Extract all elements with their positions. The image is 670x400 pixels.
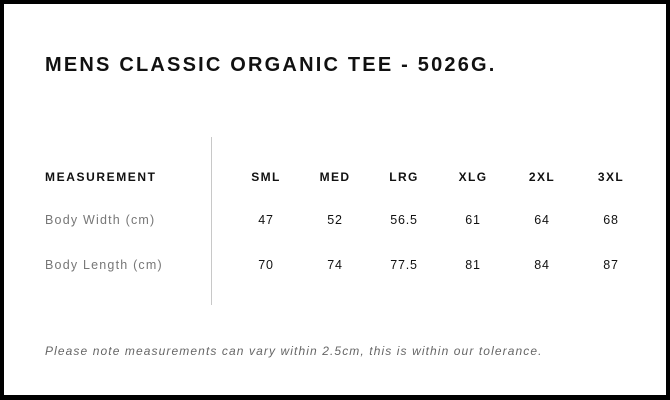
table-header-row: MEASUREMENT SML MED LRG XLG 2XL 3XL (4, 170, 666, 186)
table-row: Body Width (cm) 47 52 56.5 61 64 68 (4, 213, 666, 229)
table-cell: 52 (327, 213, 343, 227)
table-cell: 47 (258, 213, 274, 227)
size-header: LRG (389, 170, 419, 184)
row-label: Body Length (cm) (45, 258, 163, 272)
table-cell: 74 (327, 258, 343, 272)
size-header: XLG (458, 170, 488, 184)
size-header: MED (319, 170, 351, 184)
table-cell: 81 (465, 258, 481, 272)
table-cell: 87 (603, 258, 619, 272)
table-row: Body Length (cm) 70 74 77.5 81 84 87 (4, 258, 666, 274)
size-header: SML (251, 170, 281, 184)
size-header: 3XL (597, 170, 625, 184)
table-cell: 64 (534, 213, 550, 227)
row-label: Body Width (cm) (45, 213, 156, 227)
column-divider (211, 137, 212, 305)
size-chart-card: MENS CLASSIC ORGANIC TEE - 5026G. MEASUR… (4, 4, 666, 395)
measurement-header: MEASUREMENT (45, 170, 157, 184)
table-cell: 61 (465, 213, 481, 227)
table-cell: 70 (258, 258, 274, 272)
size-header: 2XL (528, 170, 556, 184)
table-cell: 77.5 (390, 258, 418, 272)
page-title: MENS CLASSIC ORGANIC TEE - 5026G. (45, 54, 497, 76)
tolerance-note: Please note measurements can vary within… (45, 344, 543, 358)
table-cell: 68 (603, 213, 619, 227)
table-cell: 56.5 (390, 213, 418, 227)
table-cell: 84 (534, 258, 550, 272)
